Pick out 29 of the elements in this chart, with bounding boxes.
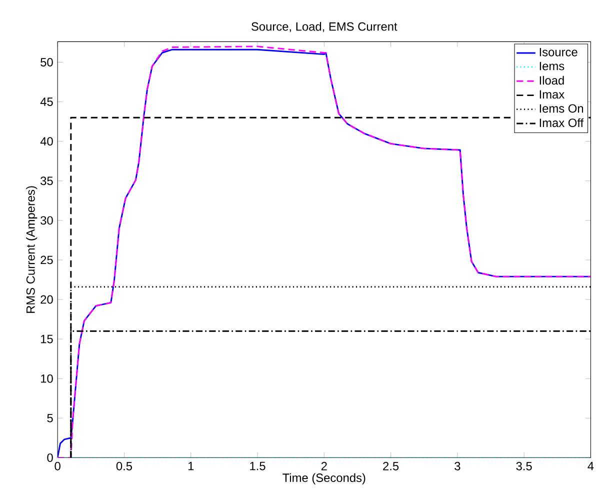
y-tick-label: 50 bbox=[40, 58, 53, 66]
x-axis-title: Time (Seconds) bbox=[282, 473, 366, 484]
legend-label: Imax bbox=[540, 90, 564, 98]
y-tick-label: 25 bbox=[40, 256, 53, 264]
chart-title: Source, Load, EMS Current bbox=[252, 22, 398, 32]
x-tick-label: 2.5 bbox=[383, 462, 399, 470]
x-tick-label: 3.5 bbox=[516, 462, 532, 470]
y-tick-label: 20 bbox=[40, 295, 53, 304]
legend-label: Iems bbox=[540, 62, 564, 70]
y-axis-title: RMS Current (Amperes) bbox=[26, 186, 38, 313]
x-tick-label: 1.5 bbox=[250, 462, 266, 470]
x-tick-label: 4 bbox=[588, 462, 594, 470]
x-tick-label: 1 bbox=[188, 462, 194, 470]
y-tick-label: 10 bbox=[41, 374, 53, 383]
x-tick-label: 3 bbox=[454, 462, 460, 470]
legend-label: Isource bbox=[540, 48, 578, 56]
y-tick-label: 15 bbox=[41, 334, 53, 344]
legend-label: Iems On bbox=[540, 104, 584, 113]
x-tick-label: 0 bbox=[54, 462, 60, 470]
legend-label: Imax Off bbox=[540, 118, 584, 127]
y-tick-label: 40 bbox=[40, 136, 53, 146]
y-tick-label: 30 bbox=[40, 216, 53, 224]
y-tick-label: 5 bbox=[47, 414, 53, 422]
legend-label: Iload bbox=[540, 76, 564, 84]
x-tick-label: 2 bbox=[321, 462, 327, 470]
y-tick-label: 45 bbox=[40, 97, 53, 106]
y-tick-label: 35 bbox=[40, 176, 53, 185]
y-tick-label: 0 bbox=[47, 453, 53, 462]
x-tick-label: 0.5 bbox=[116, 462, 132, 470]
